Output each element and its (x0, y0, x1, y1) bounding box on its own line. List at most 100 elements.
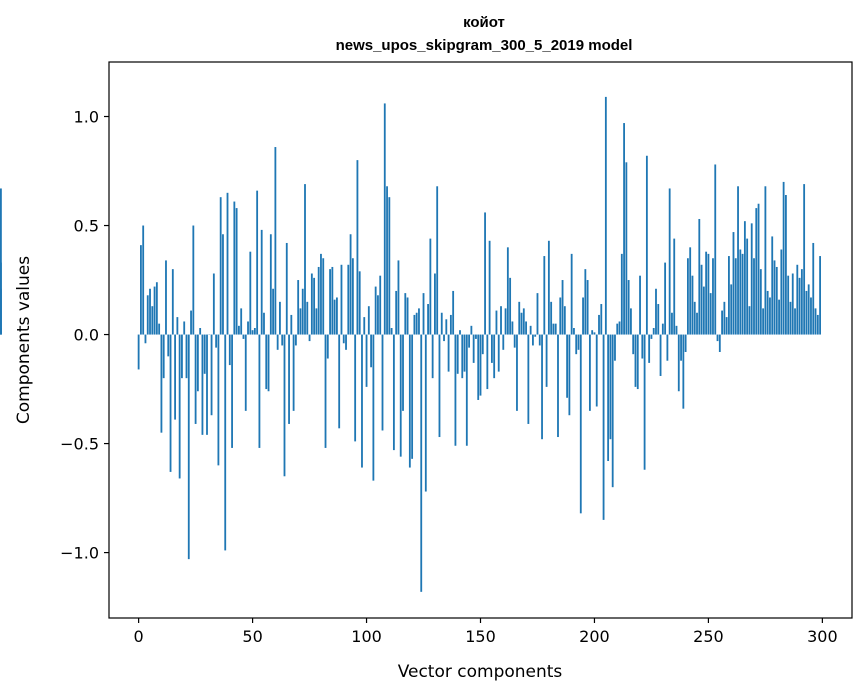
bar (707, 253, 710, 335)
bar (698, 218, 701, 335)
bar (151, 306, 154, 335)
bar (814, 308, 817, 335)
bar (167, 334, 170, 357)
bar (602, 334, 605, 520)
bar (383, 103, 386, 335)
bar (201, 334, 204, 435)
bar (700, 264, 703, 335)
y-tick-label: 1.0 (74, 108, 99, 127)
bar (477, 334, 480, 400)
bar (212, 273, 215, 335)
bar (399, 334, 402, 457)
bar (324, 334, 327, 448)
bar (413, 314, 416, 335)
bar (607, 334, 610, 462)
bar (283, 334, 286, 477)
bar (552, 323, 555, 335)
bar (224, 334, 227, 551)
bar (192, 225, 195, 335)
bar (693, 301, 696, 335)
bar (354, 334, 357, 442)
bar (386, 186, 388, 335)
bar (568, 334, 571, 416)
bar (516, 334, 518, 411)
bar (532, 334, 534, 346)
bar (520, 312, 523, 335)
bar (404, 293, 407, 335)
x-tick-label: 50 (242, 627, 262, 646)
bar (721, 310, 723, 335)
bar (342, 334, 345, 344)
bar (199, 328, 202, 335)
x-tick-label: 250 (693, 627, 724, 646)
bar (513, 334, 516, 348)
bar (598, 314, 600, 335)
bar (395, 290, 398, 335)
bar (746, 238, 749, 335)
y-tick-label: −1.0 (60, 544, 99, 563)
x-tick-label: 150 (465, 627, 496, 646)
bar (547, 240, 550, 335)
bar (247, 321, 249, 335)
bar (363, 317, 366, 335)
bar (780, 249, 783, 335)
bar (406, 297, 409, 335)
bar (219, 197, 222, 335)
bar (755, 208, 758, 335)
bar (372, 334, 375, 481)
bar (140, 245, 142, 335)
bar (258, 334, 261, 448)
bar (563, 306, 566, 335)
bar (796, 264, 799, 335)
bar (730, 284, 733, 335)
bar (486, 334, 489, 390)
bar (181, 334, 183, 379)
bar (743, 221, 746, 335)
bar (463, 334, 466, 372)
bar (281, 334, 284, 346)
bar (586, 280, 589, 335)
bar (686, 258, 689, 335)
bar (652, 328, 655, 335)
bar (269, 234, 272, 335)
bar (709, 293, 712, 335)
bar (657, 304, 660, 335)
y-tick-label: 0.5 (74, 217, 99, 236)
bar (377, 295, 379, 335)
bar (322, 258, 325, 335)
bar (561, 280, 564, 335)
bar (748, 306, 751, 335)
bar (279, 301, 281, 335)
bar (178, 334, 181, 479)
bar (411, 334, 414, 459)
bar (620, 253, 623, 335)
bar (803, 184, 806, 335)
bar (680, 334, 682, 361)
bar (634, 334, 637, 387)
bar (443, 334, 445, 342)
bar (739, 249, 742, 335)
bar (645, 155, 648, 335)
bar (185, 334, 188, 379)
bar (769, 297, 771, 335)
bar (424, 334, 427, 492)
bar (805, 290, 808, 335)
bar (712, 258, 714, 335)
bar (388, 197, 391, 335)
bar (397, 260, 400, 335)
bar (365, 334, 368, 387)
bar (301, 288, 304, 335)
bar (340, 264, 343, 335)
bar (502, 334, 505, 350)
bar (459, 330, 461, 335)
bar (438, 334, 441, 438)
bar (497, 334, 500, 372)
bar (226, 192, 229, 335)
bar (725, 317, 728, 335)
bar (228, 334, 231, 366)
bar (668, 188, 671, 335)
plot-frame (108, 61, 853, 619)
bar (819, 256, 821, 335)
bar (468, 334, 471, 348)
bar (256, 190, 259, 335)
